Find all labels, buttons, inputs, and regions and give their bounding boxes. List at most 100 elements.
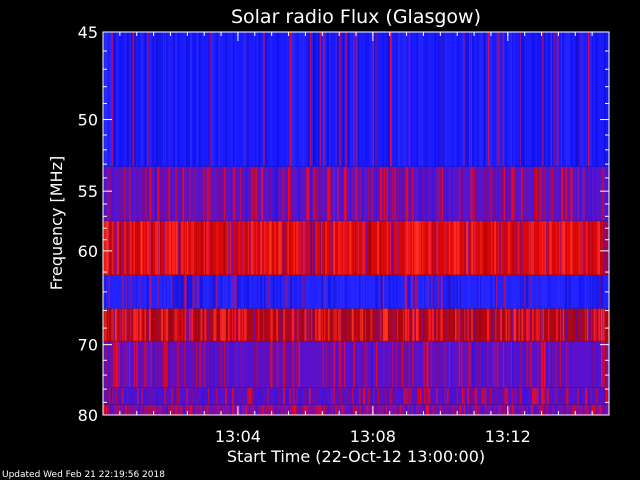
spectrogram-streak <box>198 308 199 342</box>
spectrogram-streak <box>177 32 180 167</box>
spectrogram-streak <box>118 341 120 388</box>
spectrogram-streak <box>386 166 388 222</box>
spectrogram-streak <box>375 275 377 309</box>
spectrogram-streak <box>478 32 481 167</box>
spectrogram-streak <box>524 275 526 309</box>
spectrogram-streak <box>386 404 389 415</box>
spectrogram-streak <box>371 341 373 388</box>
spectrogram-streak <box>532 387 535 405</box>
spectrogram-streak <box>416 308 418 342</box>
spectrogram-streak <box>258 308 260 342</box>
spectrogram-streak <box>423 341 425 388</box>
spectrogram-streak <box>550 341 552 388</box>
spectrogram-streak <box>252 341 255 388</box>
spectrogram-streak <box>385 166 388 222</box>
spectrogram-streak <box>354 404 356 415</box>
spectrogram-streak <box>210 275 211 309</box>
spectrogram-streak <box>479 341 482 388</box>
spectrogram-streak <box>407 341 409 388</box>
spectrogram-streak <box>283 308 286 342</box>
spectrogram-streak <box>429 308 432 342</box>
spectrogram-streak <box>117 387 120 405</box>
spectrogram-streak <box>357 308 359 342</box>
spectrogram-streak <box>346 32 349 167</box>
spectrogram-streak <box>207 404 209 415</box>
spectrogram-streak <box>340 275 342 309</box>
spectrogram-streak <box>434 404 437 415</box>
spectrogram-streak <box>249 404 251 415</box>
spectrogram-streak <box>115 341 118 388</box>
spectrogram-streak <box>484 387 486 405</box>
spectrogram-streak <box>242 221 244 276</box>
spectrogram-streak <box>482 404 485 415</box>
spectrogram-streak <box>274 308 277 342</box>
spectrogram-streak <box>405 32 407 167</box>
spectrogram-streak <box>281 387 283 405</box>
spectrogram-streak <box>380 166 383 222</box>
spectrogram-streak <box>414 308 416 342</box>
spectrogram-streak <box>119 32 122 167</box>
spectrogram-streak <box>202 221 204 276</box>
spectrogram-streak <box>361 166 363 222</box>
spectrogram-streak <box>593 341 595 388</box>
spectrogram-streak <box>168 275 170 309</box>
spectrogram-streak <box>108 404 112 415</box>
spectrogram-streak <box>366 404 369 415</box>
spectrogram-streak <box>533 166 537 222</box>
spectrogram-streak <box>124 166 125 222</box>
spectrogram-streak <box>147 341 149 388</box>
spectrogram-streak <box>511 341 512 388</box>
spectrogram-streak <box>476 341 479 388</box>
spectrogram-streak <box>169 275 172 309</box>
spectrogram-streak <box>242 166 244 222</box>
spectrogram-streak <box>289 166 291 222</box>
spectrogram-streak <box>175 166 178 222</box>
spectrogram-streak <box>400 404 403 415</box>
spectrogram-streak <box>107 387 109 405</box>
spectrogram-streak <box>480 221 482 276</box>
spectrogram-streak <box>608 221 609 276</box>
spectrogram-streak <box>449 404 452 415</box>
spectrogram-streak <box>539 341 542 388</box>
spectrogram-streak <box>263 308 264 342</box>
spectrogram-streak <box>158 308 160 342</box>
spectrogram-streak <box>274 341 276 388</box>
spectrogram-streak <box>121 308 124 342</box>
spectrogram-streak <box>238 166 241 222</box>
spectrogram-streak <box>376 387 377 405</box>
spectrogram-streak <box>562 308 564 342</box>
spectrogram-streak <box>398 308 400 342</box>
spectrogram-streak <box>345 166 348 222</box>
spectrogram-streak <box>172 275 174 309</box>
spectrogram-streak <box>274 275 276 309</box>
spectrogram-streak <box>116 341 119 388</box>
spectrogram-streak <box>206 275 208 309</box>
spectrogram-streak <box>119 221 121 276</box>
spectrogram-streak <box>266 275 268 309</box>
spectrogram-streak <box>548 166 550 222</box>
spectrogram-streak <box>556 308 558 342</box>
spectrogram-streak <box>410 387 413 405</box>
spectrogram-streak <box>548 308 550 342</box>
spectrogram-streak <box>151 221 153 276</box>
spectrogram-streak <box>246 221 247 276</box>
spectrogram-streak <box>425 32 427 167</box>
spectrogram-streak <box>553 404 556 415</box>
spectrogram-streak <box>511 308 512 342</box>
spectrogram-streak <box>210 387 212 405</box>
spectrogram-streak <box>214 308 216 342</box>
spectrogram-streak <box>253 387 255 405</box>
spectrogram-streak <box>223 275 226 309</box>
spectrogram-streak <box>245 166 248 222</box>
spectrogram-streak <box>140 166 142 222</box>
spectrogram-streak <box>163 341 166 388</box>
spectrogram-streak <box>454 221 456 276</box>
spectrogram-streak <box>316 387 318 405</box>
spectrogram-streak <box>459 341 462 388</box>
spectrogram-streak <box>132 341 134 388</box>
spectrogram-streak <box>130 275 133 309</box>
spectrogram-streak <box>565 341 567 388</box>
spectrogram-streak <box>603 308 605 342</box>
spectrogram-streak <box>511 387 513 405</box>
spectrogram-streak <box>242 341 245 388</box>
